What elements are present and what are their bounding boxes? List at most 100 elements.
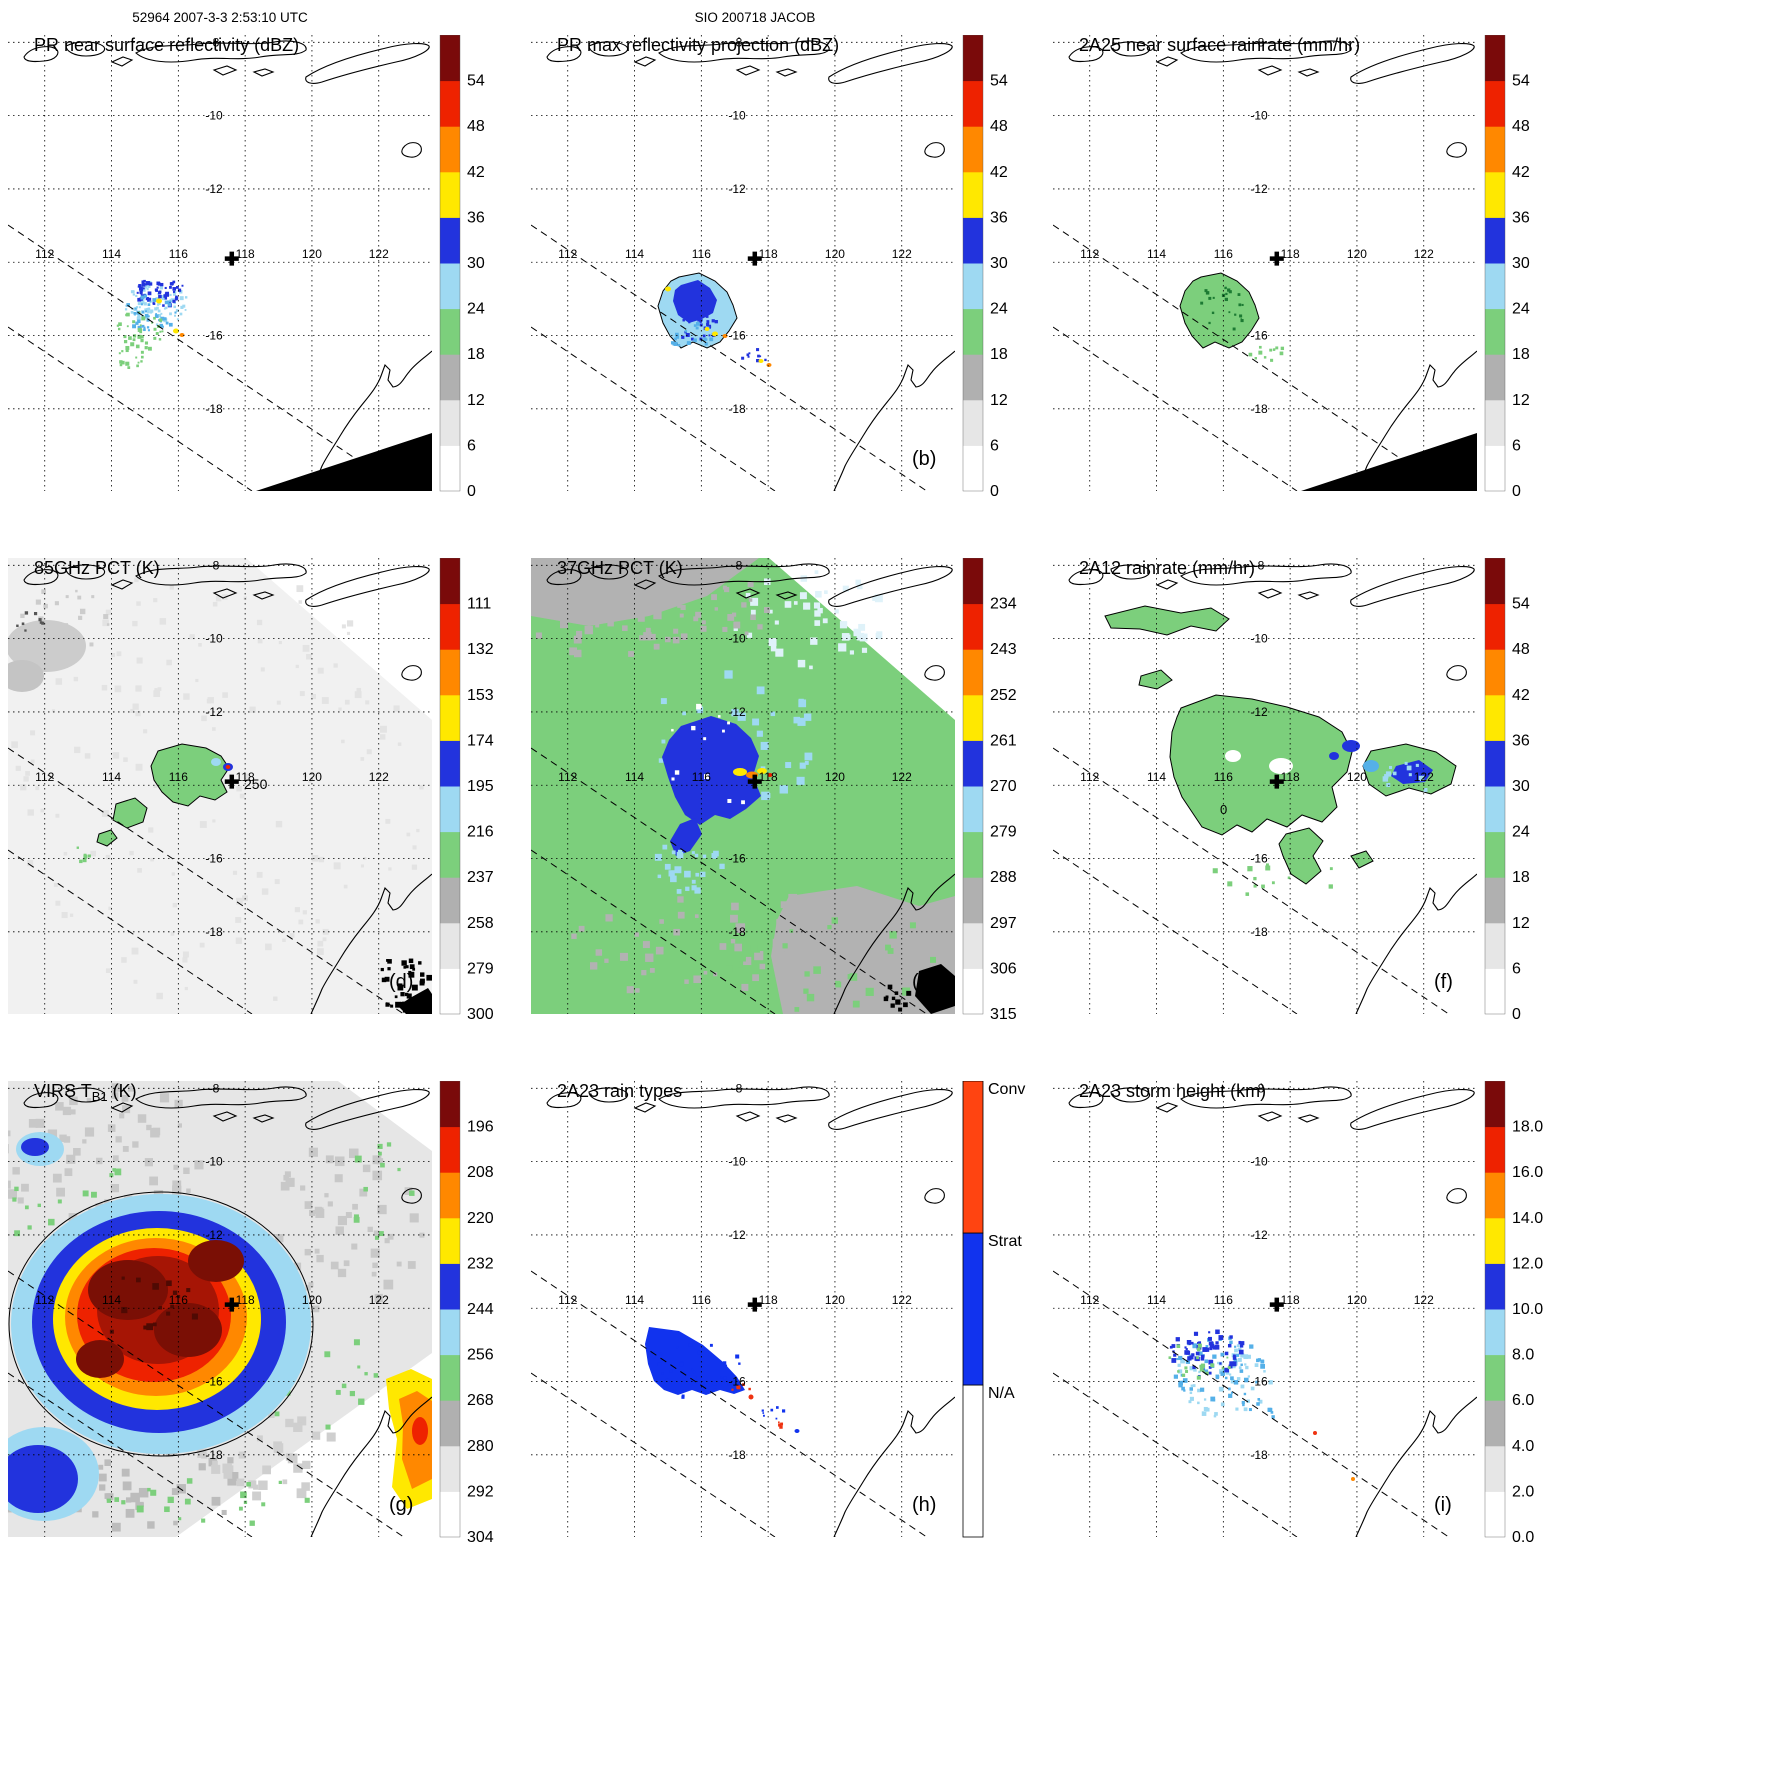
- map-f: 0 112 114 116 118 120 122 -8 -10 -12 -16 -18 2A12 ra…: [1053, 557, 1530, 1023]
- colorbar-tick-label: 300: [467, 1006, 494, 1023]
- colorbar-tick-label: 42: [467, 164, 485, 181]
- colorbar-category-label: N/A: [988, 1385, 1015, 1402]
- coastline-layer: [1068, 1086, 1477, 1537]
- map-d: 250 112 114 116 118 120 122 -8 -10 -12 -16 -18 85GHz…: [8, 557, 494, 1023]
- lon-tick-label: 116: [1214, 247, 1233, 261]
- lon-tick-label: 120: [302, 770, 322, 784]
- colorbar-tick-label: 36: [467, 209, 485, 226]
- lat-tick-label: -8: [209, 558, 220, 572]
- lat-tick-label: -12: [728, 1228, 746, 1242]
- colorbar-tick-label: 8.0: [1512, 1347, 1534, 1364]
- lon-tick-label: 122: [892, 770, 912, 784]
- gridlines: [531, 1081, 955, 1537]
- lon-tick-label: 120: [825, 770, 845, 784]
- colorbar-tick-label: 36: [990, 209, 1008, 226]
- lon-tick-label: 112: [1080, 770, 1099, 784]
- lat-tick-label: -12: [728, 705, 746, 719]
- lon-tick-label: 116: [692, 770, 711, 784]
- gridlines: [8, 35, 432, 491]
- colorbar-tick-label: 306: [990, 960, 1017, 977]
- panel-title: 2A25 near surface rainrate (mm/hr): [1079, 35, 1360, 55]
- lon-tick-label: 112: [558, 770, 577, 784]
- colorbar-tick-label: 268: [467, 1392, 494, 1409]
- lat-tick-label: -12: [205, 182, 223, 196]
- data-layer-e: 112 114 116 118 120 122 -8 -10 -12 -16 -18: [531, 558, 955, 1014]
- data-layer-d: 250 112 114 116 118 120 122 -8 -10 -12 -16 -18: [8, 558, 432, 1014]
- colorbar-tick-label: 42: [1512, 687, 1530, 704]
- lon-tick-label: 120: [825, 1293, 845, 1307]
- panel-f: 0 112 114 116 118 120 122 -8 -10 -12 -16 -18 2A12 ra…: [1053, 557, 1568, 1035]
- panel-a: 112 114 116 118 120 122 -8 -10 -12 -16 -18 PR near …: [8, 34, 523, 512]
- colorbar-tick-label: 279: [467, 960, 494, 977]
- panel-h: 112 114 116 118 120 122 -8 -10 -12 -16 -18 2A23 rai…: [531, 1080, 1046, 1558]
- lon-tick-label: 120: [302, 1293, 322, 1307]
- gridlines: [8, 558, 432, 1014]
- colorbar-tick-label: 14.0: [1512, 1210, 1543, 1227]
- lat-tick-label: -8: [732, 35, 743, 49]
- data-layer-i: 112 114 116 118 120 122 -8 -10 -12 -16 -18: [1053, 1081, 1477, 1537]
- panel-title: 2A23 rain types: [557, 1081, 682, 1101]
- lat-tick-label: -16: [728, 1375, 746, 1389]
- colorbar-tick-label: 220: [467, 1210, 494, 1227]
- colorbar-tick-label: 12: [467, 392, 485, 409]
- gridlines: [1053, 35, 1477, 491]
- swath-edge-lines: [8, 747, 405, 1014]
- swath-edge-lines: [1053, 747, 1450, 1014]
- lon-tick-label: 118: [759, 1293, 778, 1307]
- colorbar-tick-label: 261: [990, 732, 1017, 749]
- colorbar-tick-label: 30: [1512, 255, 1530, 272]
- crosshair-marker: [747, 1297, 762, 1312]
- coastline-layer: [1068, 40, 1477, 491]
- colorbar-tick-label: 0: [1512, 483, 1521, 500]
- gridlines: [1053, 1081, 1477, 1537]
- lat-tick-label: -18: [728, 1448, 746, 1462]
- panel-title: 85GHz PCT (K): [34, 558, 160, 578]
- panel-letter: (g): [389, 1494, 413, 1516]
- colorbar-tick-label: 18: [1512, 869, 1530, 886]
- lat-tick-label: -10: [205, 109, 223, 123]
- crosshair-marker: [224, 774, 239, 789]
- panel-title: VIRS TB1 (K): [34, 1081, 137, 1104]
- lon-tick-label: 122: [892, 1293, 912, 1307]
- lon-tick-label: 122: [369, 770, 389, 784]
- lon-tick-label: 120: [825, 247, 845, 261]
- colorbar-h: N/A Strat Conv: [962, 1080, 1025, 1538]
- lon-tick-label: 112: [1080, 247, 1099, 261]
- lon-tick-label: 118: [236, 770, 255, 784]
- map-e: 112 114 116 118 120 122 -8 -10 -12 -16 -18 37GHz PC…: [531, 557, 1017, 1023]
- colorbar-category-label: Conv: [988, 1081, 1025, 1098]
- lat-tick-label: -8: [209, 35, 220, 49]
- colorbar-tick-label: 36: [1512, 732, 1530, 749]
- lon-tick-label: 112: [558, 247, 577, 261]
- colorbar-g: 304 292 280 268 256 244 232 220 208 196: [439, 1080, 494, 1546]
- lon-tick-label: 122: [369, 1293, 389, 1307]
- panel-d: 250 112 114 116 118 120 122 -8 -10 -12 -16 -18 85GHz…: [8, 557, 523, 1035]
- swath-edge-lines: [531, 747, 928, 1014]
- panel-letter: (i): [1434, 1494, 1452, 1516]
- lon-tick-label: 114: [102, 1293, 121, 1307]
- gridlines: [1053, 558, 1477, 1014]
- colorbar-tick-label: 256: [467, 1347, 494, 1364]
- colorbar-tick-label: 30: [1512, 778, 1530, 795]
- lat-tick-label: -12: [1250, 1228, 1268, 1242]
- data-layer-a: 112 114 116 118 120 122 -8 -10 -12 -16 -18: [8, 35, 432, 491]
- lat-tick-label: -10: [1250, 109, 1268, 123]
- lat-tick-label: -12: [205, 705, 223, 719]
- figure-id-header: SIO 200718 JACOB: [694, 10, 816, 25]
- colorbar-tick-label: 18: [1512, 346, 1530, 363]
- crosshair-marker: [224, 251, 239, 266]
- colorbar-i: 0.0 2.0 4.0 6.0 8.0 10.0 12.0 14.0 16.0 18.0: [1484, 1080, 1543, 1546]
- lon-tick-label: 122: [892, 247, 912, 261]
- colorbar-tick-label: 30: [990, 255, 1008, 272]
- colorbar-tick-label: 2.0: [1512, 1483, 1534, 1500]
- lat-tick-label: -18: [1250, 1448, 1268, 1462]
- data-layer-h: 112 114 116 118 120 122 -8 -10 -12 -16 -18: [531, 1081, 955, 1537]
- colorbar-tick-label: 6: [1512, 437, 1521, 454]
- lon-tick-label: 122: [1414, 770, 1434, 784]
- coastline-layer: [23, 563, 432, 1014]
- colorbar-tick-label: 234: [990, 596, 1017, 613]
- lon-tick-label: 118: [1281, 247, 1300, 261]
